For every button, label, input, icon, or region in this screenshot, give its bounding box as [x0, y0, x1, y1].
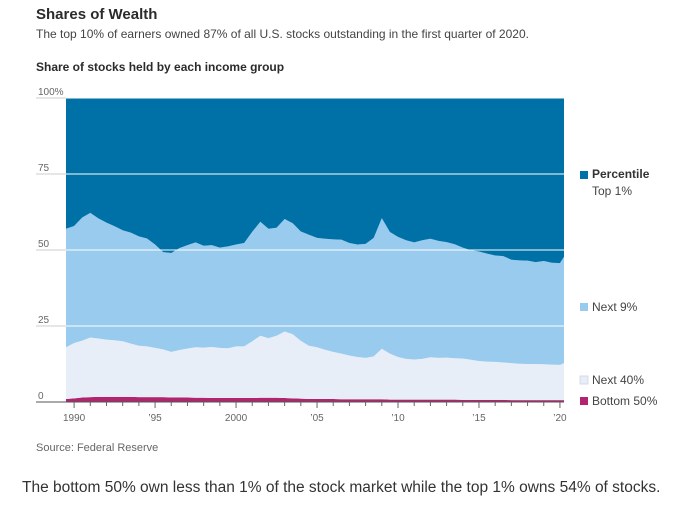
chart-title: Share of stocks held by each income grou… [36, 60, 285, 74]
y-tick-label: 100% [38, 87, 64, 98]
gridlines [36, 97, 564, 403]
legend-label-top1: Top 1% [592, 184, 632, 198]
x-tick-label: 1990 [63, 413, 86, 424]
area-top1 [66, 98, 564, 264]
x-tick-label: ’15 [472, 413, 486, 424]
x-tick-label: ’05 [310, 413, 324, 424]
area-bottom50 [66, 396, 564, 402]
source-note: Source: Federal Reserve [36, 442, 159, 454]
y-tick-label: 0 [38, 391, 44, 402]
x-tick-label: ’20 [553, 413, 567, 424]
legend-label-next40: Next 40% [592, 373, 644, 387]
area-next40 [66, 331, 564, 401]
chart-header-title: Shares of Wealth [36, 6, 158, 23]
legend-label-next9: Next 9% [592, 300, 638, 314]
y-tick-label: 50 [38, 239, 50, 250]
y-tick-label: 25 [38, 315, 50, 326]
x-tick-label: ’10 [391, 413, 405, 424]
stacked-area-chart: 0 25 50 75 100% 1990 ’95 2000 ’05 ’10 ’15 ’20 Perc… [36, 87, 658, 424]
legend: Percentile Top 1% Next 9% Next 40% Bottom 50… [579, 167, 658, 408]
x-tick-label: ’95 [148, 413, 162, 424]
article-caption: The bottom 50% own less than 1% of the s… [22, 479, 661, 496]
legend-swatch-next40 [579, 375, 589, 385]
chart-header-subtitle: The top 10% of earners owned 87% of all … [36, 27, 529, 41]
legend-swatch-bottom50 [580, 397, 588, 405]
legend-swatch-top1 [580, 171, 588, 179]
y-tick-label: 75 [38, 163, 50, 174]
legend-label-bottom50: Bottom 50% [592, 394, 658, 408]
area-layers [66, 98, 564, 402]
x-axis-ticks: 1990 ’95 2000 ’05 ’10 ’15 ’20 [63, 402, 567, 424]
legend-swatch-next9 [580, 303, 588, 311]
area-next9 [66, 212, 564, 365]
x-tick-label: 2000 [225, 413, 248, 424]
y-axis-ticks: 0 25 50 75 100% [38, 87, 64, 402]
legend-heading: Percentile [592, 167, 650, 181]
